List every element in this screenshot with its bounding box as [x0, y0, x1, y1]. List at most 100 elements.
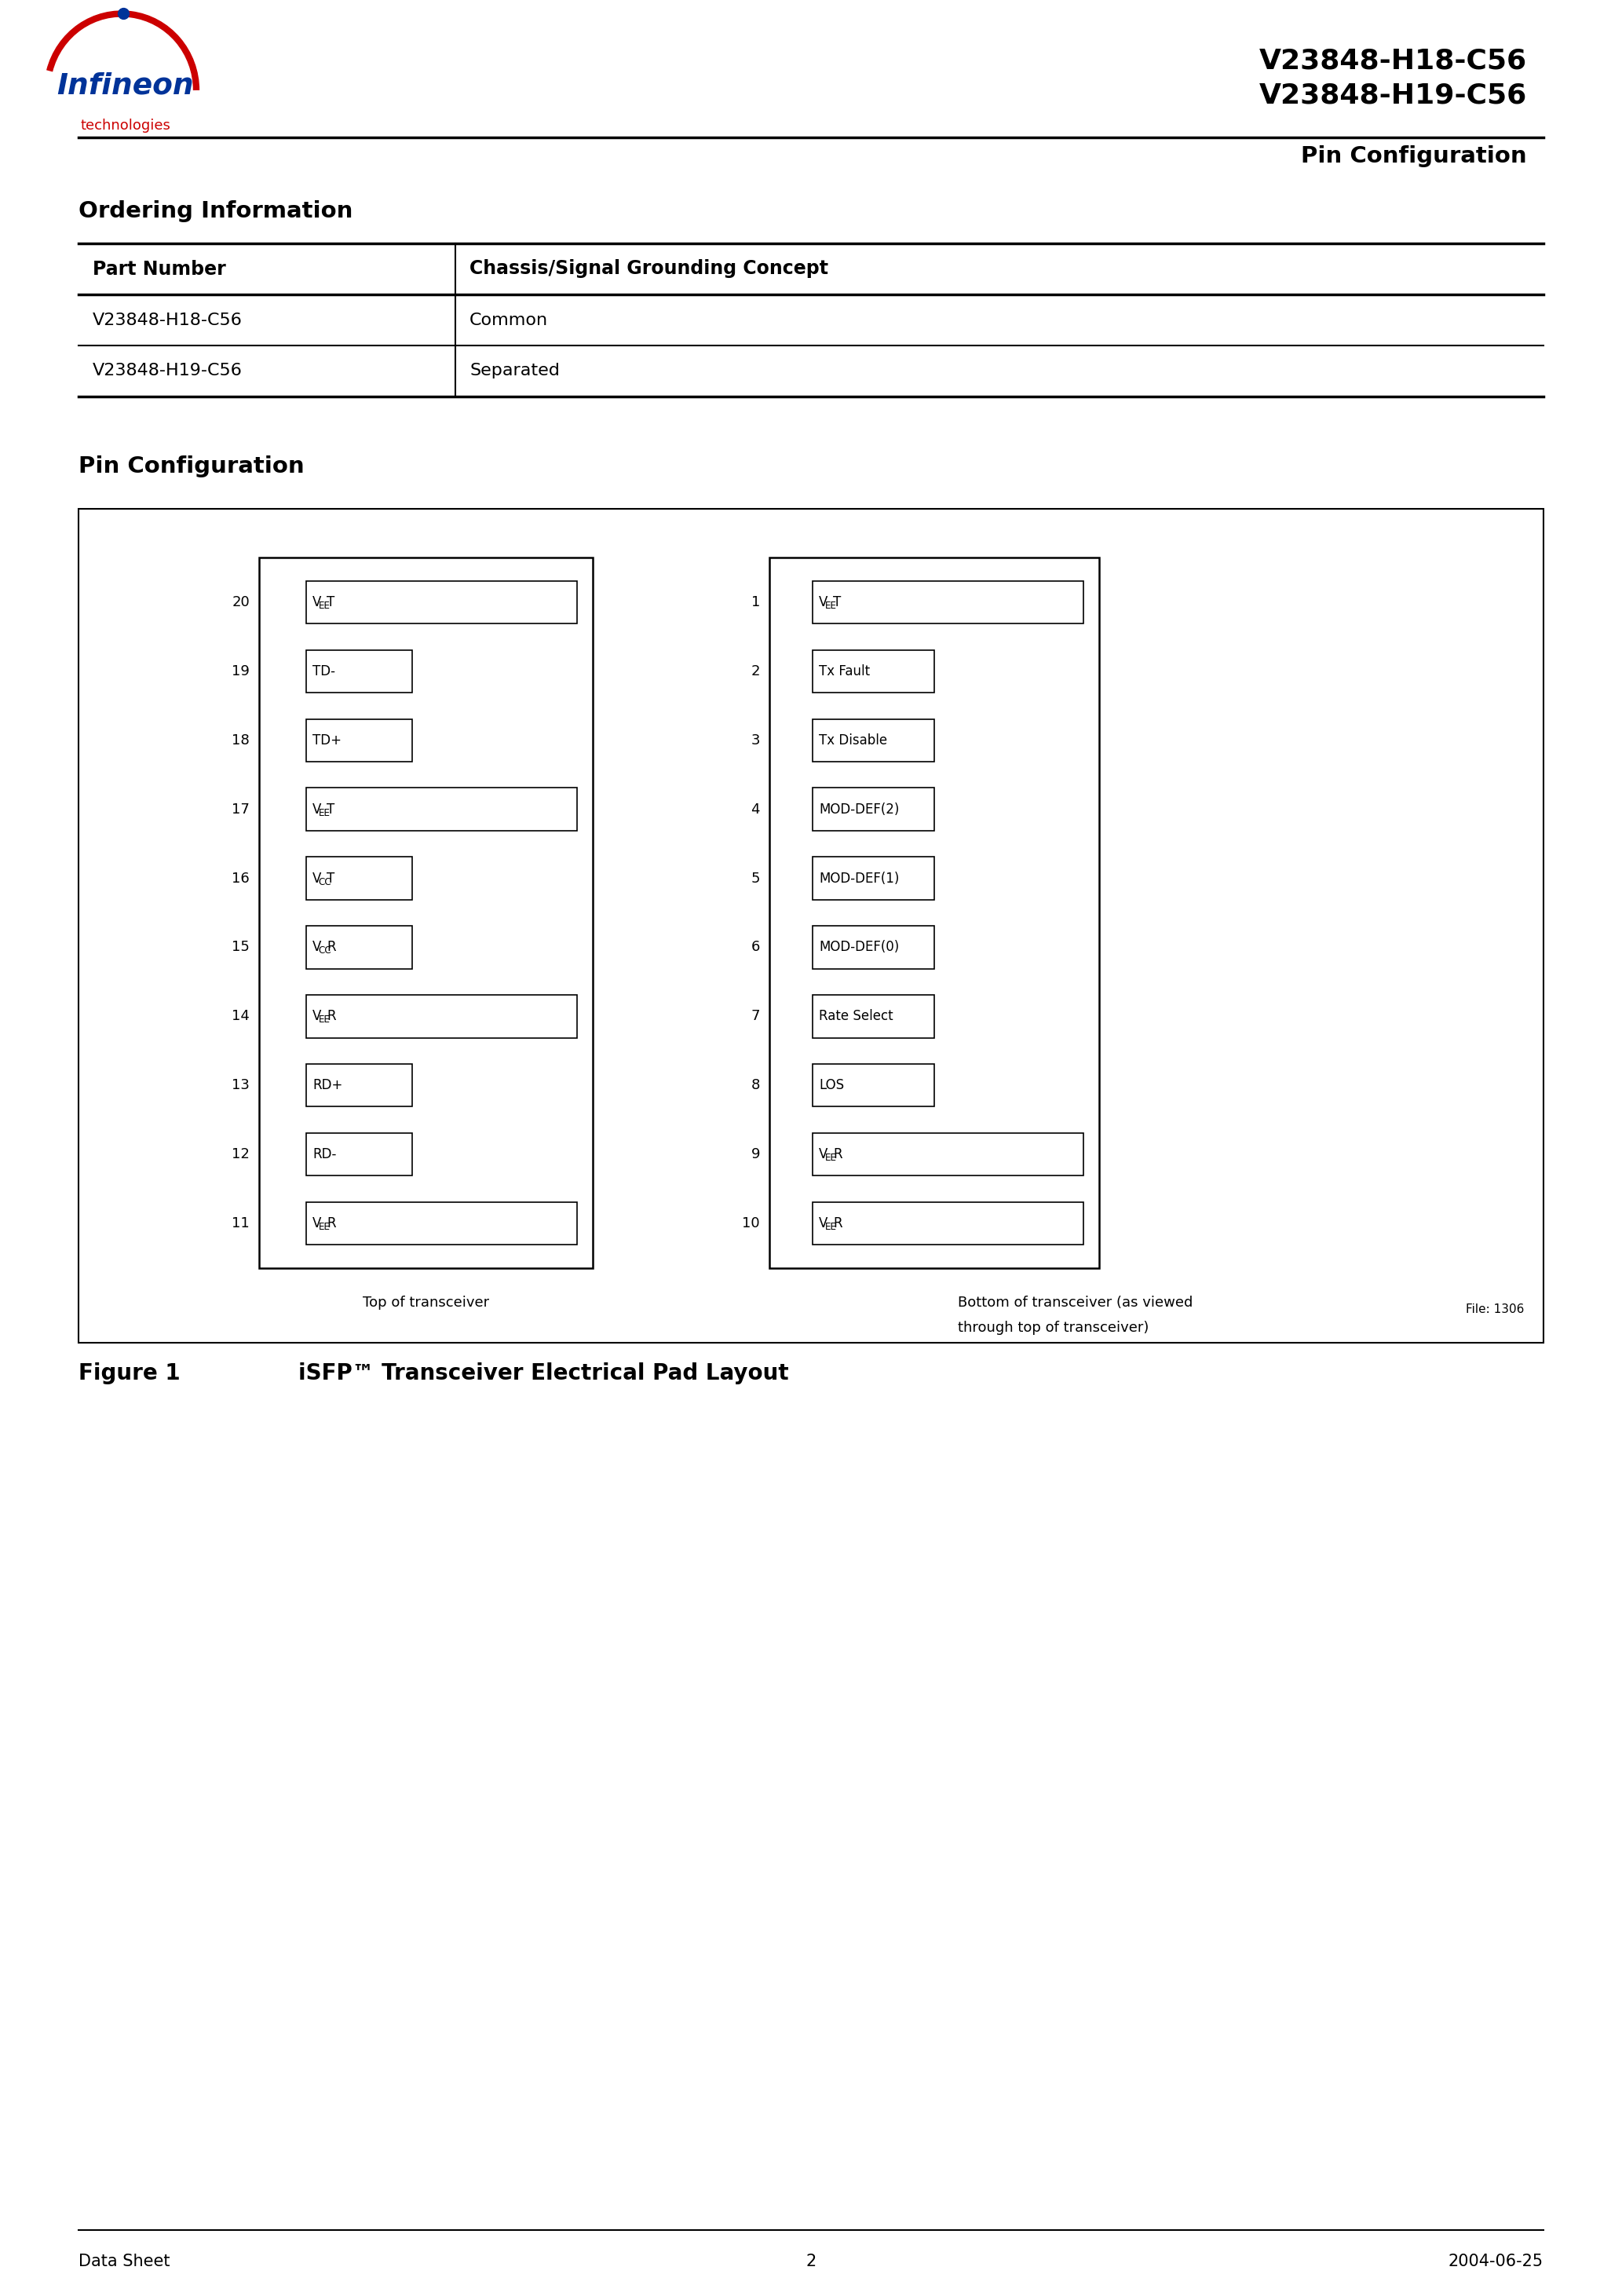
Text: MOD-DEF(0): MOD-DEF(0) — [819, 941, 899, 955]
Text: 17: 17 — [232, 801, 250, 817]
Text: 5: 5 — [751, 870, 761, 886]
Text: 19: 19 — [232, 664, 250, 677]
Text: T: T — [326, 595, 334, 608]
Text: Part Number: Part Number — [92, 259, 225, 278]
Text: V: V — [313, 1010, 321, 1024]
Text: CC: CC — [318, 946, 331, 955]
Text: Separated: Separated — [469, 363, 560, 379]
Bar — [307, 1132, 412, 1176]
Bar — [813, 650, 934, 693]
Text: Bottom of transceiver (as viewed: Bottom of transceiver (as viewed — [959, 1295, 1192, 1309]
Text: R: R — [326, 941, 336, 955]
Text: EE: EE — [824, 1221, 837, 1233]
Text: R: R — [326, 1217, 336, 1231]
Text: Common: Common — [469, 312, 548, 328]
Text: Figure 1: Figure 1 — [78, 1362, 180, 1384]
Bar — [260, 558, 592, 1267]
Text: R: R — [834, 1217, 842, 1231]
Text: EE: EE — [318, 602, 331, 611]
Text: 3: 3 — [751, 732, 761, 748]
Bar — [813, 719, 934, 762]
Text: V: V — [313, 1217, 321, 1231]
Text: V: V — [819, 1217, 827, 1231]
Text: R: R — [834, 1148, 842, 1162]
Text: LOS: LOS — [819, 1079, 843, 1093]
Text: Tx Fault: Tx Fault — [819, 664, 869, 677]
Text: 15: 15 — [232, 941, 250, 955]
Bar — [307, 856, 412, 900]
Bar — [78, 510, 1544, 1343]
Text: V: V — [819, 1148, 827, 1162]
Bar — [813, 925, 934, 969]
Text: 18: 18 — [232, 732, 250, 748]
Text: V23848-H19-C56: V23848-H19-C56 — [1259, 83, 1526, 110]
Text: TD+: TD+ — [313, 732, 342, 748]
Text: MOD-DEF(1): MOD-DEF(1) — [819, 870, 899, 886]
Text: 10: 10 — [743, 1217, 761, 1231]
Text: 11: 11 — [232, 1217, 250, 1231]
Bar — [307, 719, 412, 762]
Text: V23848-H18-C56: V23848-H18-C56 — [92, 312, 243, 328]
Text: Pin Configuration: Pin Configuration — [78, 455, 305, 478]
Text: V23848-H19-C56: V23848-H19-C56 — [92, 363, 243, 379]
Bar — [307, 994, 577, 1038]
Bar — [307, 1063, 412, 1107]
Text: 7: 7 — [751, 1010, 761, 1024]
Text: through top of transceiver): through top of transceiver) — [959, 1320, 1148, 1334]
Text: V: V — [819, 595, 827, 608]
Bar — [813, 1063, 934, 1107]
Text: MOD-DEF(2): MOD-DEF(2) — [819, 801, 899, 817]
Text: T: T — [326, 801, 334, 817]
Bar — [307, 788, 577, 831]
Text: 20: 20 — [232, 595, 250, 608]
Text: T: T — [326, 870, 334, 886]
Bar — [307, 581, 577, 625]
Text: 9: 9 — [751, 1148, 761, 1162]
Text: EE: EE — [318, 1015, 331, 1024]
Bar — [813, 856, 934, 900]
Bar — [307, 1201, 577, 1244]
Text: Rate Select: Rate Select — [819, 1010, 894, 1024]
Text: 1: 1 — [751, 595, 761, 608]
Text: 16: 16 — [232, 870, 250, 886]
Text: T: T — [834, 595, 842, 608]
Text: EE: EE — [824, 1153, 837, 1164]
Text: 12: 12 — [232, 1148, 250, 1162]
Text: V: V — [313, 870, 321, 886]
Text: Ordering Information: Ordering Information — [78, 200, 354, 223]
Text: EE: EE — [318, 808, 331, 817]
Bar — [307, 925, 412, 969]
Text: V23848-H18-C56: V23848-H18-C56 — [1259, 48, 1526, 73]
Text: Top of transceiver: Top of transceiver — [363, 1295, 490, 1309]
Text: Tx Disable: Tx Disable — [819, 732, 887, 748]
Text: 14: 14 — [232, 1010, 250, 1024]
Text: Data Sheet: Data Sheet — [78, 2255, 170, 2268]
Bar — [813, 994, 934, 1038]
Bar — [813, 1132, 1083, 1176]
Text: V: V — [313, 595, 321, 608]
Text: iSFP™ Transceiver Electrical Pad Layout: iSFP™ Transceiver Electrical Pad Layout — [298, 1362, 788, 1384]
Bar — [813, 1201, 1083, 1244]
Text: EE: EE — [318, 1221, 331, 1233]
Text: Infineon: Infineon — [57, 71, 195, 101]
Text: 4: 4 — [751, 801, 761, 817]
Text: Chassis/Signal Grounding Concept: Chassis/Signal Grounding Concept — [469, 259, 829, 278]
Text: 2004-06-25: 2004-06-25 — [1448, 2255, 1544, 2268]
Text: RD-: RD- — [313, 1148, 336, 1162]
Bar — [769, 558, 1100, 1267]
Text: 6: 6 — [751, 941, 761, 955]
Bar — [813, 581, 1083, 625]
Text: File: 1306: File: 1306 — [1465, 1304, 1523, 1316]
Text: Pin Configuration: Pin Configuration — [1301, 145, 1526, 168]
Bar — [813, 788, 934, 831]
Text: TD-: TD- — [313, 664, 336, 677]
Text: CC: CC — [318, 877, 331, 886]
Text: V: V — [313, 941, 321, 955]
Text: R: R — [326, 1010, 336, 1024]
Text: 8: 8 — [751, 1079, 761, 1093]
Text: technologies: technologies — [81, 119, 170, 133]
Text: EE: EE — [824, 602, 837, 611]
Text: 2: 2 — [751, 664, 761, 677]
Text: V: V — [313, 801, 321, 817]
Text: 2: 2 — [806, 2255, 816, 2268]
